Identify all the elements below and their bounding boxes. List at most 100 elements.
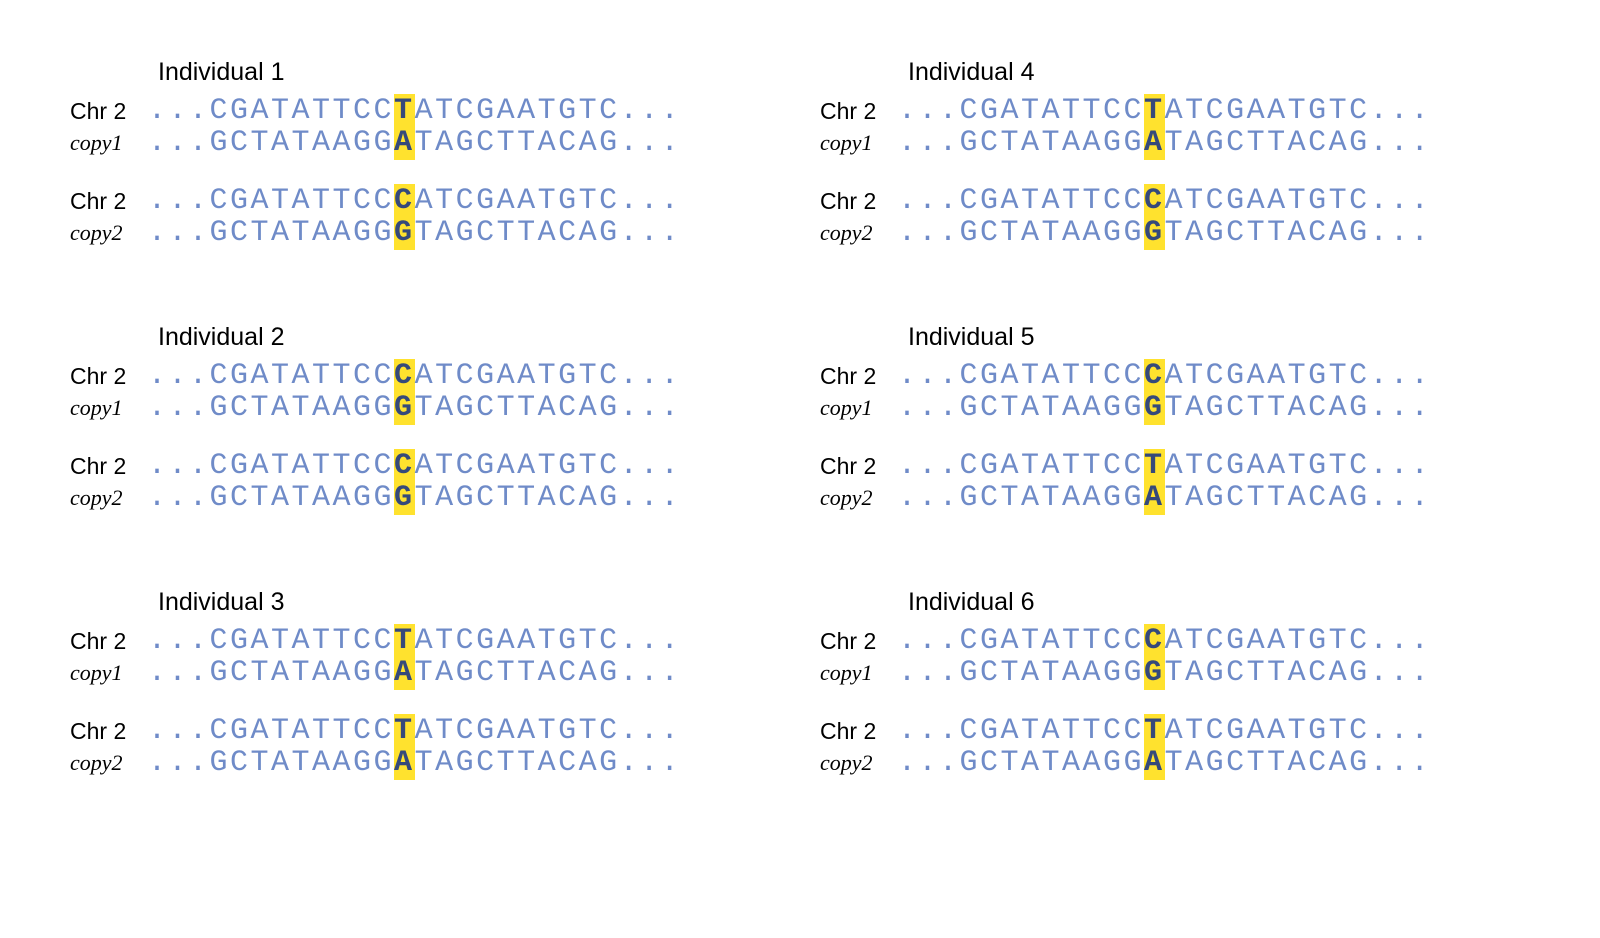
- flank-left: CGATATTCC: [210, 626, 395, 656]
- sequence-line: ...GCTATAAGGGTAGCTTACAG...: [148, 391, 681, 425]
- snp-base: T: [1144, 94, 1165, 128]
- copy-label: copy2: [820, 750, 898, 776]
- ellipsis-left: ...: [898, 716, 960, 746]
- sequence-row: Chr 2...CGATATTCCCATCGAATGTC...: [820, 185, 1530, 217]
- flank-right: ATCGAATGTC: [1165, 626, 1370, 656]
- ellipsis-right: ...: [620, 218, 682, 248]
- sequence-line: ...CGATATTCCTATCGAATGTC...: [148, 714, 681, 748]
- ellipsis-left: ...: [898, 626, 960, 656]
- ellipsis-right: ...: [620, 361, 682, 391]
- flank-right: ATCGAATGTC: [415, 451, 620, 481]
- chromosome-copy: Chr 2...CGATATTCCTATCGAATGTC...copy2...G…: [70, 715, 780, 779]
- sequence-line: ...GCTATAAGGGTAGCTTACAG...: [898, 656, 1431, 690]
- snp-base: T: [1144, 714, 1165, 748]
- snp-base: A: [1144, 126, 1165, 160]
- flank-left: GCTATAAGG: [210, 393, 395, 423]
- ellipsis-right: ...: [1370, 716, 1432, 746]
- sequence-line: ...CGATATTCCTATCGAATGTC...: [148, 94, 681, 128]
- ellipsis-right: ...: [1370, 96, 1432, 126]
- individual-block: Individual 5Chr 2...CGATATTCCCATCGAATGTC…: [820, 323, 1530, 540]
- ellipsis-left: ...: [898, 186, 960, 216]
- ellipsis-left: ...: [148, 186, 210, 216]
- sequence-row: Chr 2...CGATATTCCCATCGAATGTC...: [70, 185, 780, 217]
- copy-label: copy1: [70, 395, 148, 421]
- chr-label: Chr 2: [820, 453, 898, 480]
- individual-block: Individual 2Chr 2...CGATATTCCCATCGAATGTC…: [70, 323, 780, 540]
- ellipsis-right: ...: [620, 96, 682, 126]
- flank-right: ATCGAATGTC: [1165, 451, 1370, 481]
- ellipsis-right: ...: [620, 451, 682, 481]
- ellipsis-right: ...: [1370, 186, 1432, 216]
- flank-left: CGATATTCC: [210, 96, 395, 126]
- sequence-row: copy1...GCTATAAGGGTAGCTTACAG...: [820, 657, 1530, 689]
- copy-label: copy1: [70, 130, 148, 156]
- snp-base: A: [394, 126, 415, 160]
- flank-right: TAGCTTACAG: [1165, 128, 1370, 158]
- flank-right: TAGCTTACAG: [1165, 483, 1370, 513]
- ellipsis-right: ...: [620, 748, 682, 778]
- flank-left: GCTATAAGG: [960, 218, 1145, 248]
- flank-right: ATCGAATGTC: [1165, 96, 1370, 126]
- copy-label: copy1: [70, 660, 148, 686]
- chr-label: Chr 2: [820, 98, 898, 125]
- sequence-row: copy2...GCTATAAGGGTAGCTTACAG...: [70, 482, 780, 514]
- sequence-line: ...GCTATAAGGATAGCTTACAG...: [898, 481, 1431, 515]
- ellipsis-left: ...: [148, 483, 210, 513]
- sequence-row: Chr 2...CGATATTCCTATCGAATGTC...: [70, 95, 780, 127]
- flank-left: CGATATTCC: [960, 96, 1145, 126]
- flank-right: ATCGAATGTC: [415, 96, 620, 126]
- ellipsis-right: ...: [620, 483, 682, 513]
- sequence-row: Chr 2...CGATATTCCTATCGAATGTC...: [820, 450, 1530, 482]
- ellipsis-left: ...: [148, 218, 210, 248]
- flank-left: CGATATTCC: [960, 451, 1145, 481]
- ellipsis-left: ...: [148, 748, 210, 778]
- flank-left: GCTATAAGG: [960, 393, 1145, 423]
- chr-label: Chr 2: [70, 98, 148, 125]
- chromosome-copy: Chr 2...CGATATTCCTATCGAATGTC...copy1...G…: [70, 625, 780, 689]
- copy-label: copy2: [70, 220, 148, 246]
- sequence-row: copy1...GCTATAAGGATAGCTTACAG...: [70, 127, 780, 159]
- flank-left: CGATATTCC: [210, 716, 395, 746]
- flank-right: TAGCTTACAG: [1165, 393, 1370, 423]
- flank-right: ATCGAATGTC: [415, 716, 620, 746]
- flank-left: CGATATTCC: [960, 361, 1145, 391]
- ellipsis-left: ...: [148, 393, 210, 423]
- individual-block: Individual 3 Chr 2...CGATATTCCTATCGAATGTC…: [70, 588, 780, 805]
- sequence-line: ...CGATATTCCTATCGAATGTC...: [898, 714, 1431, 748]
- sequence-line: ...GCTATAAGGATAGCTTACAG...: [898, 126, 1431, 160]
- sequence-row: Chr 2...CGATATTCCTATCGAATGTC...: [820, 95, 1530, 127]
- flank-left: GCTATAAGG: [210, 483, 395, 513]
- individual-title: Individual 6: [908, 588, 1530, 617]
- snp-base: G: [1144, 216, 1165, 250]
- flank-left: CGATATTCC: [210, 451, 395, 481]
- ellipsis-right: ...: [1370, 658, 1432, 688]
- snp-base: G: [394, 481, 415, 515]
- sequence-line: ...CGATATTCCTATCGAATGTC...: [898, 94, 1431, 128]
- ellipsis-left: ...: [898, 748, 960, 778]
- individual-title: Individual 3: [158, 588, 780, 617]
- sequence-line: ...CGATATTCCCATCGAATGTC...: [148, 184, 681, 218]
- ellipsis-left: ...: [898, 96, 960, 126]
- sequence-row: Chr 2...CGATATTCCTATCGAATGTC...: [820, 715, 1530, 747]
- chromosome-copy: Chr 2...CGATATTCCCATCGAATGTC...copy2...G…: [70, 185, 780, 249]
- ellipsis-left: ...: [898, 218, 960, 248]
- snp-base: T: [1144, 449, 1165, 483]
- sequence-line: ...CGATATTCCCATCGAATGTC...: [148, 359, 681, 393]
- chr-label: Chr 2: [70, 453, 148, 480]
- chromosome-copy: Chr 2...CGATATTCCCATCGAATGTC...copy1...G…: [820, 625, 1530, 689]
- individual-title: Individual 1: [158, 58, 780, 87]
- flank-left: GCTATAAGG: [960, 483, 1145, 513]
- flank-right: ATCGAATGTC: [1165, 716, 1370, 746]
- copy-label: copy2: [70, 750, 148, 776]
- ellipsis-left: ...: [148, 96, 210, 126]
- sequence-line: ...CGATATTCCCATCGAATGTC...: [898, 624, 1431, 658]
- chromosome-copy: Chr 2...CGATATTCCCATCGAATGTC...copy1...G…: [820, 360, 1530, 424]
- ellipsis-right: ...: [620, 128, 682, 158]
- sequence-line: ...CGATATTCCCATCGAATGTC...: [898, 184, 1431, 218]
- ellipsis-left: ...: [898, 451, 960, 481]
- sequence-row: copy2...GCTATAAGGATAGCTTACAG...: [820, 747, 1530, 779]
- copy-label: copy1: [820, 660, 898, 686]
- snp-base: C: [1144, 359, 1165, 393]
- snp-base: A: [394, 656, 415, 690]
- sequence-row: Chr 2...CGATATTCCCATCGAATGTC...: [70, 450, 780, 482]
